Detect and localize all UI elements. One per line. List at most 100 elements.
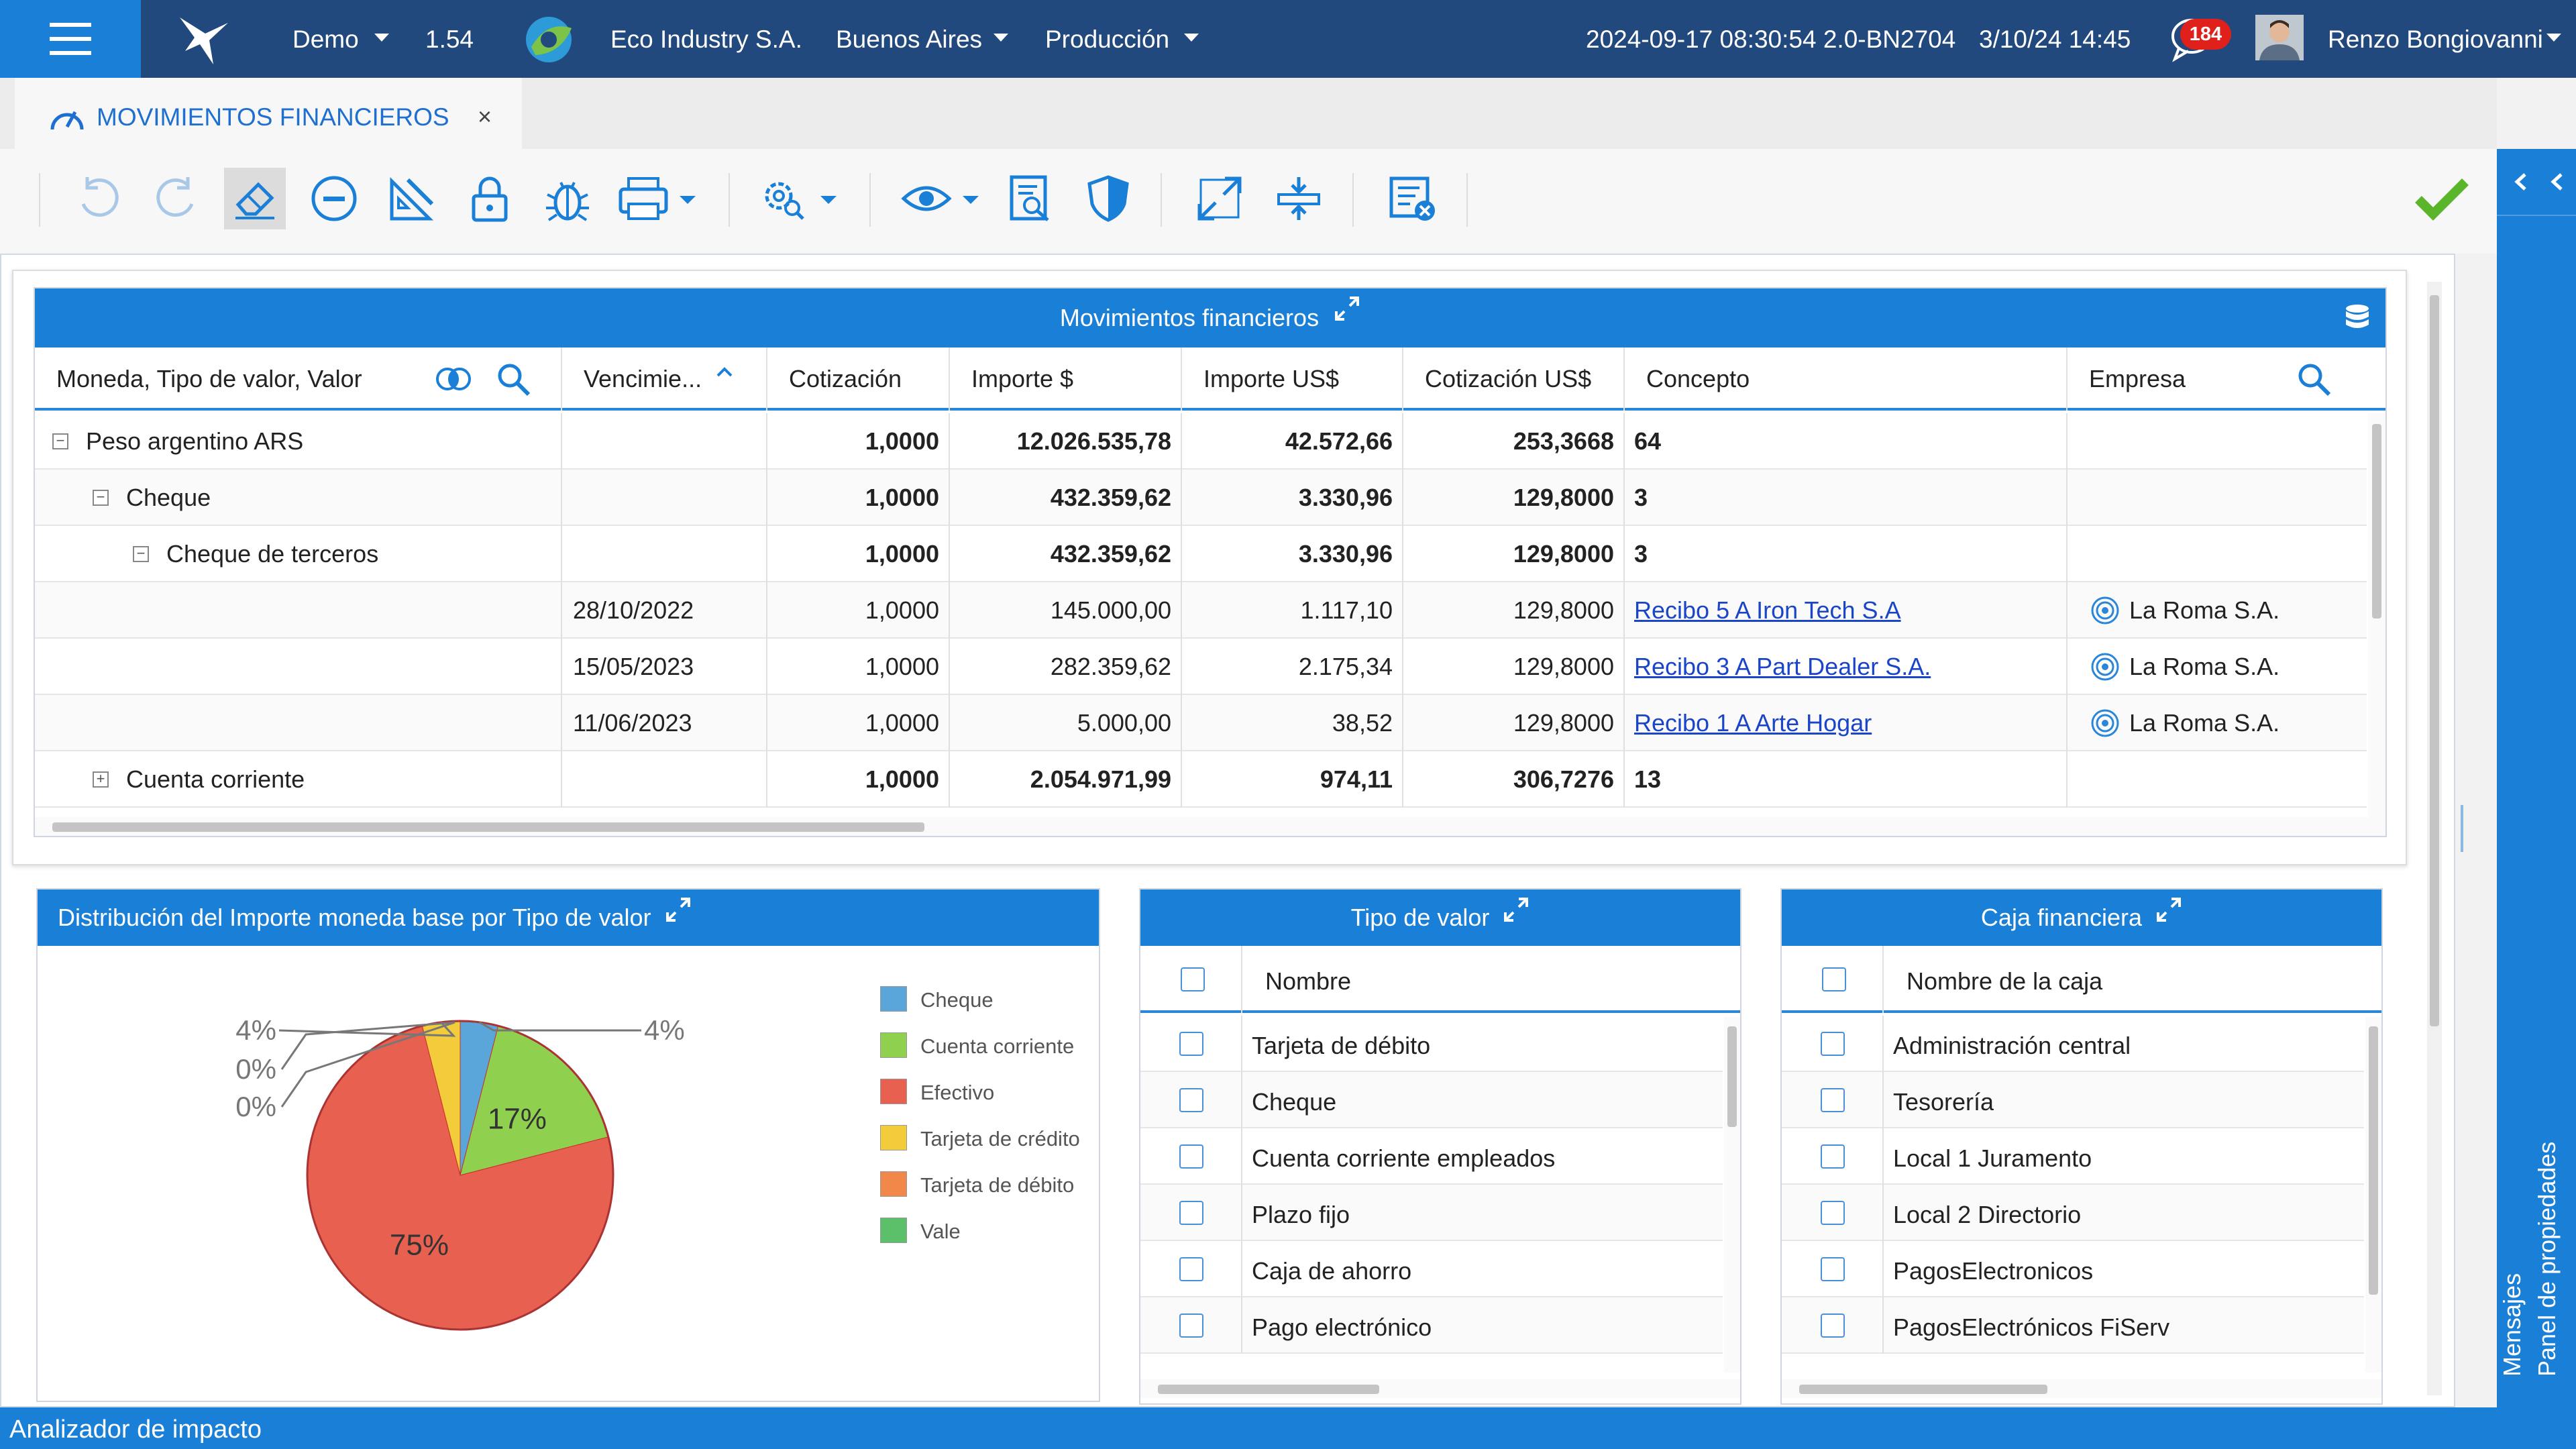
col-header-nombre[interactable]: Nombre — [1265, 967, 1352, 995]
table-row[interactable]: 28/10/2022 1,0000 145.000,00 1.117,10 129,80… — [35, 582, 2367, 639]
item-checkbox[interactable] — [1821, 1201, 1845, 1225]
table-row[interactable]: Cheque de terceros − 1,0000 432.359,62 3.330… — [35, 526, 2367, 582]
env-selector[interactable]: Demo — [292, 25, 359, 53]
col-header-importe-usd[interactable]: Importe US$ — [1182, 347, 1403, 411]
col-header-nombre-caja[interactable]: Nombre de la caja — [1907, 967, 2103, 995]
concepto-link[interactable]: Recibo 3 A Part Dealer S.A. — [1634, 653, 1931, 680]
chevron-left-icon[interactable] — [2549, 172, 2565, 192]
table-row[interactable]: 15/05/2023 1,0000 282.359,62 2.175,34 129,80… — [35, 639, 2367, 695]
impact-analyzer-label[interactable]: Analizador de impacto — [9, 1415, 262, 1444]
check-icon[interactable] — [2411, 168, 2473, 229]
item-checkbox[interactable] — [1821, 1144, 1845, 1169]
list-item[interactable]: Local 2 Directorio — [1782, 1185, 2364, 1241]
grid-vscroll[interactable] — [2368, 413, 2385, 818]
company-name[interactable]: Eco Industry S.A. — [610, 25, 802, 53]
minus-circle-icon[interactable] — [303, 168, 365, 229]
search-icon[interactable] — [2297, 362, 2332, 397]
item-checkbox[interactable] — [1821, 1032, 1845, 1056]
concepto-link[interactable]: Recibo 1 A Arte Hogar — [1634, 709, 1872, 737]
chevron-left-icon[interactable] — [2513, 172, 2529, 192]
tipo-hscroll[interactable] — [1140, 1379, 1740, 1398]
expand-arrows-icon[interactable] — [1503, 896, 1529, 923]
select-all-checkbox[interactable] — [1822, 967, 1846, 991]
close-tab-icon[interactable]: × — [478, 103, 492, 130]
settings-search-icon[interactable] — [755, 168, 843, 229]
item-checkbox[interactable] — [1179, 1201, 1203, 1225]
list-delete-icon[interactable] — [1382, 168, 1444, 229]
caja-hscroll[interactable] — [1782, 1379, 2381, 1398]
item-checkbox[interactable] — [1821, 1088, 1845, 1112]
item-checkbox[interactable] — [1179, 1032, 1203, 1056]
lock-icon[interactable] — [459, 168, 521, 229]
grid-hscroll[interactable] — [35, 817, 2385, 836]
messages-panel-toggle[interactable]: Mensajes — [2498, 1273, 2526, 1377]
undo-icon[interactable] — [67, 168, 129, 229]
list-item[interactable]: Tesorería — [1782, 1072, 2364, 1128]
collapse-icon[interactable]: − — [133, 546, 149, 562]
list-item[interactable]: Pago electrónico — [1140, 1297, 1723, 1354]
list-item[interactable]: Plazo fijo — [1140, 1185, 1723, 1241]
notification-badge[interactable]: 184 — [2180, 19, 2231, 50]
col-header-cotizacion[interactable]: Cotización — [767, 347, 950, 411]
expand-arrows-icon[interactable] — [1334, 295, 1360, 322]
col-header-concepto[interactable]: Concepto — [1625, 347, 2068, 411]
list-item[interactable]: Cuenta corriente empleados — [1140, 1128, 1723, 1185]
cell-vencimiento — [562, 470, 767, 526]
expand-arrows-icon[interactable] — [2155, 896, 2182, 923]
collapse-icon[interactable]: − — [93, 490, 109, 506]
design-icon[interactable] — [381, 168, 443, 229]
table-row[interactable]: Cheque − 1,0000 432.359,62 3.330,96 129,8000 3 — [35, 470, 2367, 526]
view-icon[interactable] — [898, 168, 985, 229]
col-header-vencimiento[interactable]: Vencimie... — [562, 347, 767, 411]
select-all-checkbox[interactable] — [1181, 967, 1205, 991]
col-header-moneda[interactable]: Moneda, Tipo de valor, Valor — [35, 347, 562, 411]
split-icon[interactable] — [1268, 168, 1330, 229]
col-header-empresa[interactable]: Empresa — [2089, 365, 2186, 392]
expand-icon[interactable] — [1189, 168, 1250, 229]
list-item[interactable]: Cheque — [1140, 1072, 1723, 1128]
caja-vscroll[interactable] — [2365, 1017, 2381, 1373]
list-item[interactable]: PagosElectronicos — [1782, 1241, 2364, 1297]
table-row[interactable]: 11/06/2023 1,0000 5.000,00 38,52 129,8000 Rec… — [35, 695, 2367, 751]
col-header-cotizacion-usd[interactable]: Cotización US$ — [1403, 347, 1625, 411]
menu-button[interactable] — [0, 0, 141, 78]
list-item[interactable]: PagosElectrónicos FiServ — [1782, 1297, 2364, 1354]
list-item[interactable]: Administración central — [1782, 1016, 2364, 1072]
list-item[interactable]: Caja de ahorro — [1140, 1241, 1723, 1297]
tab-movimientos-financieros[interactable]: MOVIMIENTOS FINANCIEROS × — [15, 78, 522, 149]
list-item[interactable]: Tarjeta de débito — [1140, 1016, 1723, 1072]
mode-selector[interactable]: Producción — [1045, 25, 1170, 53]
item-checkbox[interactable] — [1821, 1313, 1845, 1338]
item-checkbox[interactable] — [1179, 1257, 1203, 1281]
item-checkbox[interactable] — [1179, 1088, 1203, 1112]
col-header-importe[interactable]: Importe $ — [950, 347, 1182, 411]
concepto-link[interactable]: Recibo 5 A Iron Tech S.A — [1634, 596, 1901, 624]
main-scrollbar[interactable] — [2427, 282, 2442, 1395]
shield-icon[interactable] — [1077, 168, 1139, 229]
item-checkbox[interactable] — [1821, 1257, 1845, 1281]
search-icon[interactable] — [496, 362, 531, 397]
properties-panel-toggle[interactable]: Panel de propiedades — [2533, 1141, 2561, 1377]
sort-asc-icon[interactable] — [715, 365, 734, 378]
toggle-circles-icon[interactable] — [435, 366, 474, 392]
avatar[interactable] — [2255, 15, 2304, 60]
city-selector[interactable]: Buenos Aires — [836, 25, 983, 53]
print-icon[interactable] — [614, 168, 702, 229]
expand-arrows-icon[interactable] — [665, 896, 692, 923]
redo-icon[interactable] — [146, 168, 208, 229]
bug-icon[interactable] — [537, 168, 598, 229]
list-item[interactable]: Local 1 Juramento — [1782, 1128, 2364, 1185]
datetime: 3/10/24 14:45 — [1979, 25, 2131, 53]
table-row[interactable]: Cuenta corriente +1,0000 2.054.971,99 974,1… — [35, 751, 2367, 808]
tipo-vscroll[interactable] — [1724, 1017, 1740, 1373]
collapse-icon[interactable]: − — [52, 433, 68, 449]
legend-swatch — [880, 1218, 907, 1243]
item-checkbox[interactable] — [1179, 1144, 1203, 1169]
user-name[interactable]: Renzo Bongiovanni — [2328, 25, 2543, 53]
search-document-icon[interactable] — [1000, 168, 1061, 229]
eraser-icon[interactable] — [224, 168, 286, 229]
table-row[interactable]: Peso argentino ARS − 1,0000 12.026.535,78 42… — [35, 413, 2367, 470]
expand-icon[interactable]: + — [93, 771, 109, 788]
database-icon[interactable] — [2344, 303, 2371, 333]
item-checkbox[interactable] — [1179, 1313, 1203, 1338]
